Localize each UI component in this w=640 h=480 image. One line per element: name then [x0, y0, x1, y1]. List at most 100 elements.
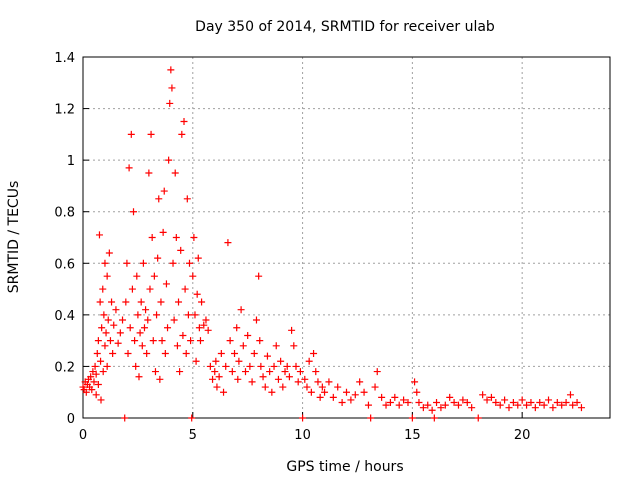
x-axis-label: GPS time / hours [286, 459, 403, 475]
data-point [226, 337, 234, 345]
data-point [468, 404, 476, 412]
chart-title: Day 350 of 2014, SRMTID for receiver ula… [195, 19, 495, 35]
data-point [531, 404, 539, 412]
data-point [150, 272, 158, 280]
data-point [135, 373, 143, 381]
data-point [294, 378, 302, 386]
data-point [106, 337, 114, 345]
x-tick-label: 20 [514, 428, 531, 443]
data-point [110, 321, 118, 329]
data-point [209, 375, 217, 383]
data-point [162, 280, 170, 288]
data-point [82, 388, 90, 396]
y-tick-label: 1 [67, 154, 75, 169]
x-tick-label: 15 [404, 428, 421, 443]
data-point [437, 404, 445, 412]
data-point [263, 352, 271, 360]
data-point [549, 404, 557, 412]
data-point [193, 290, 201, 298]
data-point [88, 386, 96, 394]
data-point [518, 396, 526, 404]
data-point [145, 169, 153, 177]
data-point [211, 368, 219, 376]
data-point [87, 373, 95, 381]
data-point [98, 324, 106, 332]
data-point [430, 414, 438, 422]
data-point [148, 234, 156, 241]
data-point [215, 373, 223, 381]
data-point [270, 362, 278, 370]
data-point [239, 342, 247, 350]
data-point [419, 404, 427, 412]
data-point [167, 66, 175, 74]
data-point [329, 393, 337, 401]
x-tick-label: 5 [189, 428, 197, 443]
data-point [94, 337, 102, 345]
data-point [307, 388, 315, 396]
data-point [124, 350, 132, 358]
y-tick-label: 0.6 [54, 257, 75, 272]
data-point [415, 399, 423, 407]
data-point [241, 368, 249, 376]
data-point [121, 414, 129, 422]
data-point [103, 272, 111, 280]
data-point [479, 391, 487, 399]
data-point [509, 399, 517, 407]
data-point [257, 362, 265, 370]
data-point [573, 399, 581, 407]
data-point [92, 370, 100, 378]
data-point [360, 388, 368, 396]
data-point [382, 401, 390, 409]
data-point [446, 393, 454, 401]
y-tick-label: 1.2 [54, 103, 75, 118]
data-point [268, 388, 276, 396]
data-point [158, 337, 166, 345]
data-point [404, 399, 412, 407]
data-point [367, 414, 375, 422]
data-point [178, 130, 186, 138]
data-point [196, 337, 204, 345]
data-point [169, 259, 177, 267]
data-point [99, 368, 107, 376]
data-point [97, 357, 105, 365]
data-point [283, 362, 291, 370]
data-point [105, 249, 113, 257]
data-point [183, 195, 191, 203]
data-point [213, 383, 221, 391]
data-point [220, 388, 228, 396]
data-point [274, 375, 282, 383]
data-point [204, 326, 212, 334]
data-point [553, 399, 561, 407]
data-point [266, 368, 274, 376]
data-point [137, 298, 145, 306]
data-point [108, 298, 116, 306]
data-point [217, 350, 225, 358]
data-point [97, 396, 105, 404]
data-point [373, 368, 381, 376]
data-point [175, 298, 183, 306]
data-point [424, 401, 432, 409]
data-point [104, 316, 112, 324]
data-point [231, 350, 239, 358]
data-point [134, 311, 142, 319]
data-point [314, 378, 322, 386]
data-point [413, 388, 421, 396]
data-point [103, 362, 111, 370]
data-point [168, 84, 176, 92]
data-point [136, 329, 144, 337]
data-point [545, 396, 553, 404]
y-tick-label: 0 [67, 412, 75, 427]
data-point [180, 117, 188, 125]
data-point [562, 399, 570, 407]
x-tick-label: 0 [79, 428, 87, 443]
data-point [154, 254, 162, 262]
data-point [101, 342, 109, 350]
data-point [146, 285, 154, 293]
data-point [244, 331, 252, 339]
y-tick-label: 0.2 [54, 360, 75, 375]
data-point [149, 337, 157, 345]
data-point [90, 378, 98, 386]
data-point [94, 380, 102, 388]
data-point [233, 324, 241, 332]
